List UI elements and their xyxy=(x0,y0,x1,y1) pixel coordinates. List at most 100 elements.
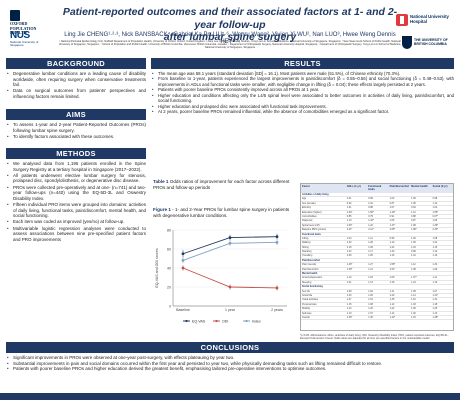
table-row: Age 1.01 0.99 1.02 1.00 0.98 xyxy=(301,197,453,202)
author-list: Ling Jie CHENG¹·²·³, Nick BANSBACK⁴, Gab… xyxy=(64,32,396,45)
table-cell: 1.13 xyxy=(432,311,438,315)
table-cell: 1.39* xyxy=(432,223,439,227)
table-cell: 1.31 xyxy=(432,298,438,302)
table-cell: 0.79 xyxy=(368,214,373,218)
table-cell xyxy=(389,193,410,196)
table-cell: Travelling xyxy=(302,254,313,258)
table-cell: 1.16 xyxy=(389,254,395,258)
table-row: Social life 1.33 1.26 1.29 1.14 1.41* xyxy=(301,293,453,299)
table-cell: 1.06 xyxy=(411,241,416,245)
table-cell: Social life xyxy=(302,293,313,297)
table-group-row: Functional tasks xyxy=(301,233,453,237)
table-cell: 1.30 xyxy=(389,250,395,254)
nus-logo-mark: NUS xyxy=(10,30,30,41)
table-cell: Anxiety/depression xyxy=(302,276,323,280)
table-cell: 1.22 xyxy=(389,307,395,311)
table-cell: 1.14 xyxy=(389,311,395,315)
legend-label: Index xyxy=(252,319,261,323)
nus-logo: NUS National University of Singapore xyxy=(10,30,52,47)
list-item: To assess 1-year and 2-year Patient-Repo… xyxy=(6,122,146,133)
list-item: Substantial improvements in pain and soc… xyxy=(6,361,454,367)
table-cell: Sex life xyxy=(302,289,310,293)
table-cell: 1.01 xyxy=(411,254,416,258)
table-cell: 1.17 xyxy=(368,250,373,254)
table-row: Personal care 1.15 1.08 1.12 1.03 1.18 xyxy=(301,302,453,308)
nuh-logo-text: National University Hospital xyxy=(410,14,449,24)
table-cell: Spinal level L4/5 xyxy=(302,223,320,227)
table-cell: 1.16 xyxy=(432,280,438,284)
table-cell xyxy=(410,193,431,196)
table-cell: 1.13 xyxy=(368,280,373,284)
table-cell: Ethnicity xyxy=(302,206,312,210)
table-cell: 0.97 xyxy=(411,219,416,223)
table-row: Sex (female) 0.92 1.10 0.87 1.05 1.14 xyxy=(301,201,453,207)
table-cell: 1.33 xyxy=(346,293,352,297)
data-point xyxy=(228,236,232,239)
table-cell: 1.10 xyxy=(346,219,352,223)
list-item: Fifteen individual PRO items were groupe… xyxy=(6,202,146,219)
table-cell: Mobility xyxy=(302,307,311,311)
table-cell: 1.25 xyxy=(432,307,438,311)
table-cell: 1.22 xyxy=(346,250,352,254)
table-header-cell: Pain/discomfort xyxy=(389,184,410,188)
table-cell: 1.05 xyxy=(368,254,373,258)
table-cell xyxy=(432,193,453,196)
table-cell: 0.67* xyxy=(432,214,439,218)
table-cell: Social functioning xyxy=(302,285,323,289)
table-header-cell: Mental health xyxy=(411,184,428,188)
figure-caption-text: - 1- and 2-Year PROs for lumbar spine su… xyxy=(153,207,290,218)
table-cell: 1.37* xyxy=(411,276,417,280)
table-cell: 1.05 xyxy=(411,289,416,293)
table-cell: 1.08 xyxy=(346,289,352,293)
ubc-crest-icon xyxy=(402,36,412,49)
table-cell: 1.58* xyxy=(368,210,374,214)
table-cell: 1.24 xyxy=(411,280,416,284)
table-cell: 1.08 xyxy=(411,267,416,271)
table-cell: 0.98 xyxy=(432,197,438,201)
y-tick-label: 40 xyxy=(167,266,171,270)
x-tick-label: 1 year xyxy=(225,308,236,312)
table-cell: 0.87 xyxy=(389,201,395,205)
table-cell: 1.26 xyxy=(368,293,373,297)
table-cell: 1.43* xyxy=(368,219,374,223)
table-cell xyxy=(410,233,431,236)
table-cell: 1.21 xyxy=(368,267,373,271)
table-cell xyxy=(389,272,410,275)
table-cell: 1.41* xyxy=(432,293,439,297)
table-header-cell: ADLs (1-yr) xyxy=(346,184,361,188)
table-cell: 1.47* xyxy=(389,223,396,227)
table-row: Anxiety/depression 1.12 1.04 1.09 1.37* 1.11 xyxy=(301,276,453,281)
x-tick-label: 2 years xyxy=(271,308,283,312)
oxford-crest-icon xyxy=(10,10,20,21)
table-cell: 1.55* xyxy=(432,210,439,214)
table-cell: 1.51* xyxy=(389,267,396,271)
table-cell: Mental health xyxy=(302,272,318,276)
section-header-background: BACKGROUND xyxy=(6,58,146,69)
section-header-results: RESULTS xyxy=(151,58,454,69)
table-cell xyxy=(367,285,388,288)
table-cell: 1.08 xyxy=(368,302,373,306)
table-row: Lifting 1.04 1.11 0.96 1.02 1.08 xyxy=(301,236,453,242)
table-cell xyxy=(432,285,453,288)
table-cell: 1.02 xyxy=(411,311,416,315)
table-cell: Functional tasks xyxy=(302,232,321,236)
ubc-logo-text: THE UNIVERSITY OF BRITISH COLUMBIA xyxy=(414,38,448,46)
table-cell: Baseline PRO (poorer) xyxy=(302,228,327,232)
table-cell: 1.05 xyxy=(411,201,416,205)
table-header-cell: Social (2-yr) xyxy=(432,184,448,188)
table-row: Spinal level L4/5 1.52* 1.22 1.47* 1.08 1.39* xyxy=(301,223,453,229)
list-item: Multivariable logistic regression analys… xyxy=(6,226,146,243)
table-cell: 1.21 xyxy=(346,206,352,210)
table-cell: 1.09 xyxy=(389,276,395,280)
table-cell: 1.02 xyxy=(389,197,395,201)
table-cell xyxy=(389,285,410,288)
table-cell: 1.11 xyxy=(432,276,438,280)
table-cell: 0.96 xyxy=(389,236,395,240)
table-cell: 2.65* xyxy=(389,228,396,232)
legend-label: ODI xyxy=(222,319,228,323)
aims-list: To assess 1-year and 2-year Patient-Repo… xyxy=(6,122,146,140)
table-cell: 1.42* xyxy=(389,315,396,319)
table-cell: 1.19 xyxy=(432,254,438,258)
table-cell: 1.11 xyxy=(368,236,373,240)
table-cell: 1.08 xyxy=(432,236,438,240)
